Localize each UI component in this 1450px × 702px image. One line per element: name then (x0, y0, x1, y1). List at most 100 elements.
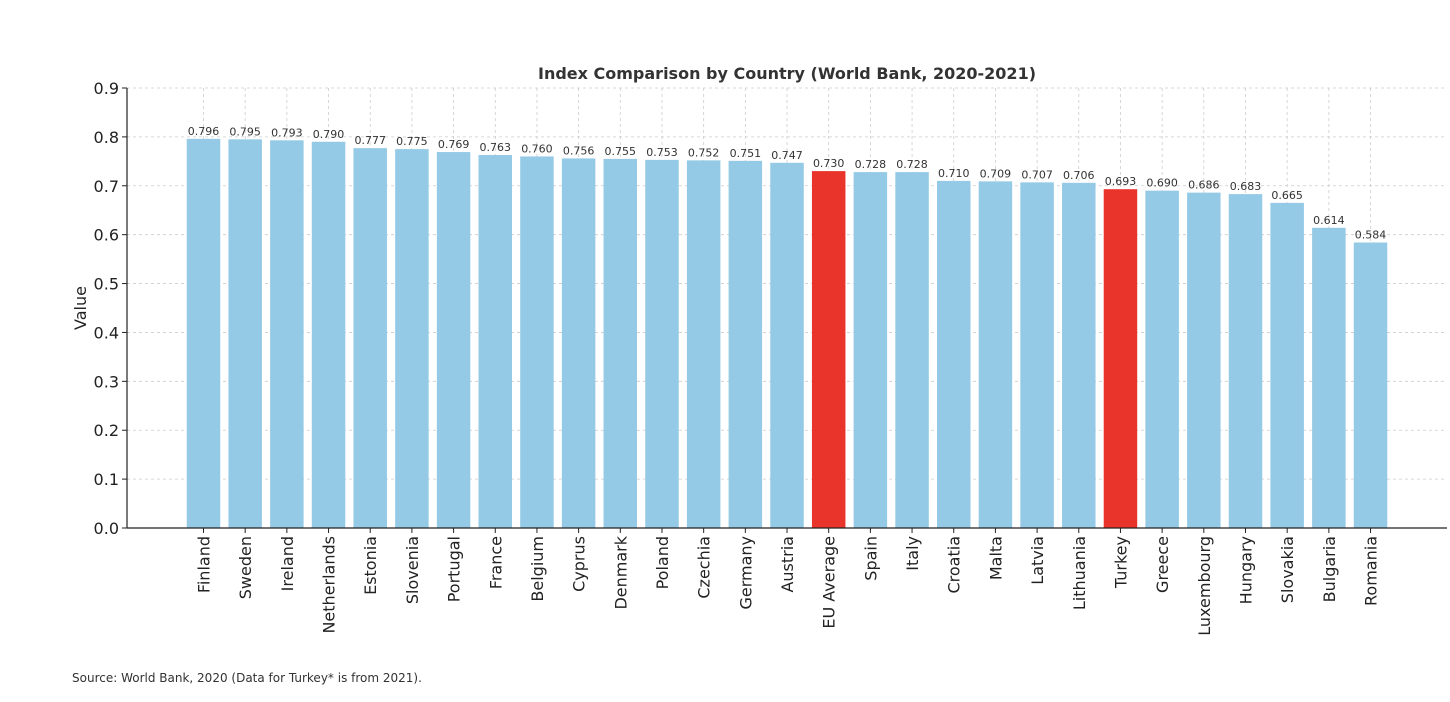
bar-value-label: 0.756 (563, 144, 595, 157)
x-tick-label: Slovenia (403, 536, 422, 604)
bar-value-label: 0.769 (438, 138, 470, 151)
bar (270, 140, 304, 529)
x-tick-label: Greece (1153, 536, 1172, 593)
x-tick-label: Spain (861, 536, 880, 581)
bar-value-label: 0.795 (229, 125, 261, 138)
bar-value-label: 0.710 (938, 167, 970, 180)
y-tick-label: 0.8 (94, 128, 119, 147)
bar-value-label: 0.730 (813, 157, 845, 170)
bar (1353, 242, 1388, 528)
bar-value-label: 0.707 (1021, 168, 1053, 181)
y-tick-label: 0.3 (94, 372, 119, 391)
bar-value-label: 0.760 (521, 142, 553, 155)
x-tick-label: Ireland (278, 536, 297, 591)
bar (228, 139, 262, 529)
bar (561, 158, 596, 528)
y-tick-label: 0.9 (94, 79, 119, 98)
bar (603, 158, 638, 528)
bar (353, 148, 387, 528)
x-tick-label: Portugal (445, 536, 464, 602)
bar (1187, 192, 1221, 528)
bar-value-label: 0.755 (605, 145, 637, 158)
bar (478, 154, 513, 528)
x-tick-label: Belgium (528, 536, 547, 602)
x-tick-label: Cyprus (570, 536, 589, 592)
bar-value-label: 0.709 (980, 167, 1012, 180)
axes (122, 87, 1447, 533)
bar-value-label: 0.706 (1063, 169, 1095, 182)
bar-value-label: 0.614 (1313, 214, 1345, 227)
bar-value-label: 0.753 (646, 146, 678, 159)
x-tick-label: Malta (986, 536, 1005, 580)
bar-value-label: 0.728 (855, 158, 887, 171)
bar-value-label: 0.790 (313, 128, 345, 141)
y-tick-label: 0.0 (94, 519, 119, 538)
bar (853, 172, 888, 529)
bar (936, 180, 971, 528)
x-tick-label: Estonia (361, 536, 380, 595)
x-tick-label: Denmark (611, 535, 630, 609)
x-tick-label: Lithuania (1070, 536, 1089, 610)
x-tick-label: Romania (1362, 536, 1381, 606)
bar (395, 149, 429, 528)
y-tick-label: 0.4 (94, 323, 119, 342)
bar-value-label: 0.683 (1230, 180, 1262, 193)
y-tick-labels: 0.0 0.1 0.2 0.3 0.4 0.5 0.6 0.7 0.8 0.9 (94, 79, 119, 538)
bar (1228, 194, 1263, 529)
x-tick-label: Slovakia (1278, 536, 1297, 603)
bar-highlighted (811, 171, 846, 528)
bar-value-label: 0.690 (1146, 177, 1178, 190)
bar (520, 156, 554, 528)
y-tick-label: 0.5 (94, 275, 119, 294)
bar (1062, 182, 1096, 528)
bar (728, 160, 763, 528)
x-tick-labels: Finland Sweden Ireland Netherlands Estonia Sl… (195, 535, 1381, 635)
bar-value-label: 0.751 (730, 147, 762, 160)
x-tick-label: Czechia (695, 536, 714, 599)
bar (311, 141, 346, 528)
bar-value-label: 0.777 (354, 134, 386, 147)
bar (686, 160, 721, 528)
bar-value-label: 0.747 (771, 149, 803, 162)
bar-value-label: 0.775 (396, 135, 428, 148)
chart-title: Index Comparison by Country (World Bank,… (538, 64, 1036, 83)
bar-value-label: 0.728 (896, 158, 928, 171)
bar-value-label: 0.763 (480, 141, 512, 154)
x-tick-label: Latvia (1028, 536, 1047, 585)
bar-highlighted (1103, 189, 1138, 528)
x-tick-label: Luxembourg (1195, 536, 1214, 636)
x-tick-label: Croatia (945, 536, 964, 594)
bar-value-label: 0.686 (1188, 179, 1220, 192)
bar (1312, 227, 1346, 529)
x-tick-label: Turkey (1111, 536, 1130, 589)
x-tick-label: Germany (736, 536, 755, 610)
bar (645, 159, 679, 528)
bar (436, 152, 471, 529)
bar-value-label: 0.793 (271, 126, 303, 139)
x-tick-label: Hungary (1237, 536, 1256, 604)
bar (1270, 202, 1304, 528)
bar (978, 181, 1013, 528)
x-tick-label: Poland (653, 536, 672, 589)
data-labels: 0.796 0.795 0.793 0.790 0.777 0.775 0.769 0.763… (188, 125, 1387, 242)
bar-value-label: 0.693 (1105, 175, 1137, 188)
x-tick-label: Sweden (236, 536, 255, 599)
bar (770, 162, 804, 529)
y-tick-label: 0.7 (94, 177, 119, 196)
x-tick-label: Finland (195, 536, 214, 593)
x-tick-label: Bulgaria (1320, 536, 1339, 602)
source-note: Source: World Bank, 2020 (Data for Turke… (72, 671, 422, 685)
bar-value-label: 0.665 (1271, 189, 1303, 202)
x-tick-label: Netherlands (320, 536, 339, 634)
y-tick-label: 0.6 (94, 226, 119, 245)
bar (1020, 182, 1054, 528)
y-axis-label: Value (71, 286, 90, 330)
bar (895, 172, 929, 529)
bar-value-label: 0.796 (188, 125, 220, 138)
bar (186, 138, 221, 528)
bars (186, 138, 1388, 529)
bar (1145, 190, 1179, 528)
bar-value-label: 0.752 (688, 146, 720, 159)
y-tick-label: 0.2 (94, 421, 119, 440)
